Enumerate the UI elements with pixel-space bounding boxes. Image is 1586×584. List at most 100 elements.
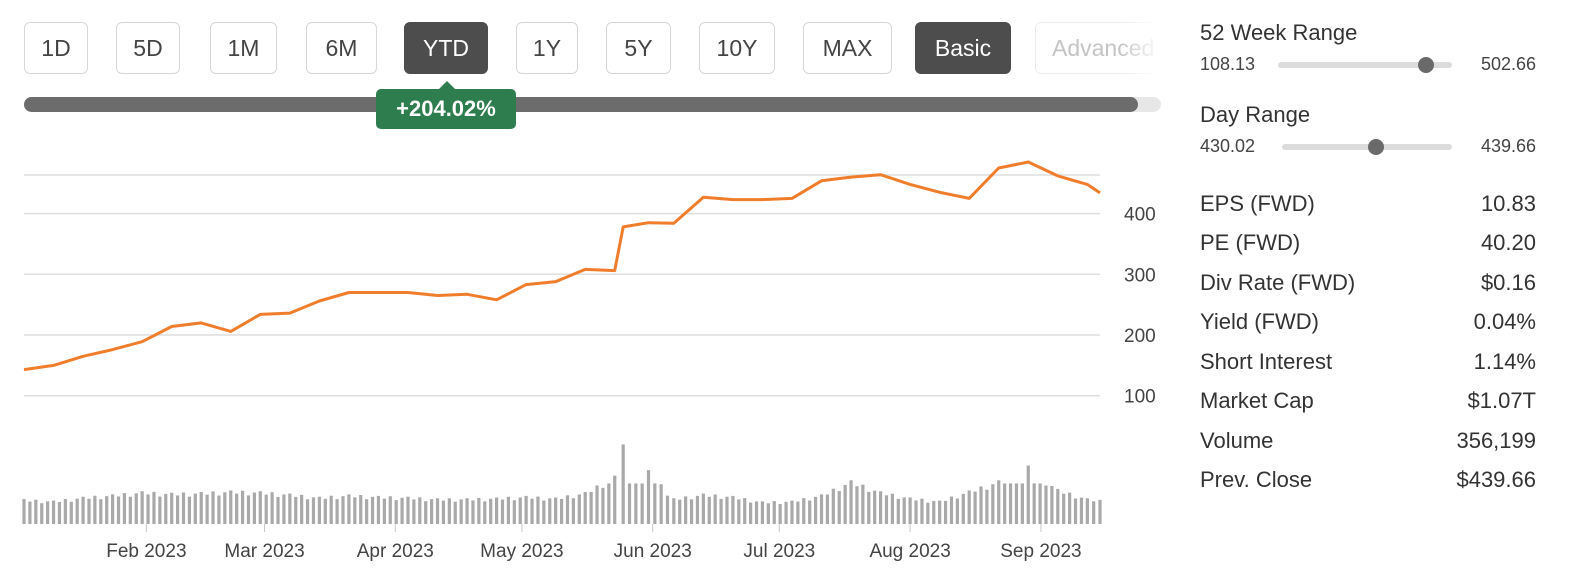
range-1y-button[interactable]: 1Y (516, 22, 578, 74)
volume-bar (843, 484, 847, 524)
volume-bar (500, 499, 505, 524)
volume-bar (601, 487, 605, 524)
x-axis-ticks: Feb 2023 Mar 2023 Apr 2023 May 2023 Jun 2023… (106, 524, 1082, 562)
volume-bar (778, 504, 782, 524)
volume-bar (22, 499, 26, 524)
volume-bar (164, 493, 168, 524)
range-max-button[interactable]: MAX (803, 22, 892, 74)
stat-row-volume: Volume 356,199 (1200, 421, 1536, 461)
volume-bar (754, 501, 759, 524)
range-ytd-button[interactable]: YTD (404, 22, 488, 74)
x-tick-label: May 2023 (480, 541, 563, 562)
day-low: 430.02 (1200, 136, 1256, 156)
volume-bar (914, 500, 918, 524)
volume-bar (589, 491, 593, 524)
volume-bar (967, 490, 971, 524)
stat-row-short-interest: Short Interest 1.14% (1200, 342, 1536, 382)
volume-bar (665, 495, 670, 524)
volume-bar (896, 498, 900, 524)
volume-bar (678, 499, 682, 524)
volume-bar (926, 502, 930, 524)
volume-bar (621, 444, 625, 524)
range-6m-button[interactable]: 6M (306, 22, 377, 74)
volume-bar (908, 497, 912, 524)
stat-label: Short Interest (1200, 348, 1333, 374)
volume-bar (653, 483, 657, 524)
stat-label: Prev. Close (1200, 467, 1313, 493)
volume-bar (949, 496, 954, 524)
volume-bar (311, 497, 316, 524)
y-axis-ticks: 100 200 300 400 (1124, 205, 1156, 408)
volume-bar (400, 497, 404, 524)
volume-bar (867, 491, 871, 524)
stat-row-market-cap: Market Cap $1.07T (1200, 382, 1536, 422)
volume-bar (524, 495, 528, 524)
volume-bar (961, 493, 965, 524)
volume-bar (819, 494, 824, 524)
volume-bar (607, 483, 611, 524)
volume-bar (175, 495, 180, 524)
volume-bar (447, 498, 451, 524)
volume-bar (365, 499, 369, 524)
range-10y-button[interactable]: 10Y (699, 22, 775, 74)
volume-bars (22, 444, 1102, 524)
volume-bar (63, 499, 67, 524)
stats-list: EPS (FWD) 10.83 PE (FWD) 40.20 Div Rate (F… (1200, 184, 1536, 500)
volume-bar (565, 495, 570, 524)
volume-bar (128, 496, 132, 524)
range-5d-button[interactable]: 5D (116, 22, 180, 74)
volume-bar (105, 496, 109, 524)
volume-bar (294, 496, 298, 524)
volume-bar (825, 494, 830, 524)
stat-value: 40.20 (1480, 230, 1536, 256)
volume-bar (99, 499, 103, 524)
y-tick-label: 300 (1124, 265, 1156, 286)
stat-label: PE (FWD) (1200, 230, 1301, 256)
toolbar-fade (1120, 22, 1160, 78)
volume-bar (305, 499, 310, 524)
week52-range-title: 52 Week Range (1200, 20, 1358, 45)
volume-bar (87, 498, 91, 524)
volume-bar (489, 498, 493, 524)
volume-bar (187, 496, 192, 524)
volume-bar (849, 480, 853, 524)
volume-bar (613, 475, 617, 524)
basic-view-button[interactable]: Basic (915, 22, 1011, 74)
volume-bar (973, 491, 977, 524)
volume-bar (571, 498, 575, 524)
range-1m-button[interactable]: 1M (210, 22, 277, 74)
volume-bar (483, 501, 487, 524)
volume-bar (991, 484, 995, 524)
volume-bar (282, 494, 286, 524)
volume-bar (985, 489, 989, 524)
volume-bar (536, 496, 540, 524)
chart-grid (24, 174, 1100, 397)
volume-bar (471, 500, 475, 524)
volume-bar (93, 495, 97, 524)
volume-bar (353, 497, 357, 524)
volume-bar (370, 496, 375, 524)
volume-bar (388, 496, 392, 524)
volume-bar (122, 493, 127, 524)
range-1d-button[interactable]: 1D (24, 22, 88, 74)
volume-bar (890, 493, 894, 524)
y-tick-label: 100 (1124, 387, 1156, 408)
volume-bar (530, 498, 534, 524)
volume-bar (583, 492, 587, 524)
volume-bar (477, 497, 481, 524)
volume-bar (300, 494, 304, 524)
stat-row-eps: EPS (FWD) 10.83 (1200, 184, 1536, 224)
volume-bar (542, 500, 546, 524)
x-tick-label: Jun 2023 (614, 541, 692, 562)
volume-bar (725, 496, 729, 524)
volume-bar (627, 483, 632, 524)
volume-bar (40, 503, 44, 524)
volume-bar (430, 499, 434, 524)
volume-bar (335, 499, 339, 524)
x-tick-label: Feb 2023 (106, 541, 186, 562)
range-5y-button[interactable]: 5Y (606, 22, 671, 74)
volume-bar (873, 490, 877, 524)
volume-bar (1062, 493, 1066, 524)
volume-bar (459, 499, 463, 524)
performance-bar-fill (24, 97, 1139, 112)
